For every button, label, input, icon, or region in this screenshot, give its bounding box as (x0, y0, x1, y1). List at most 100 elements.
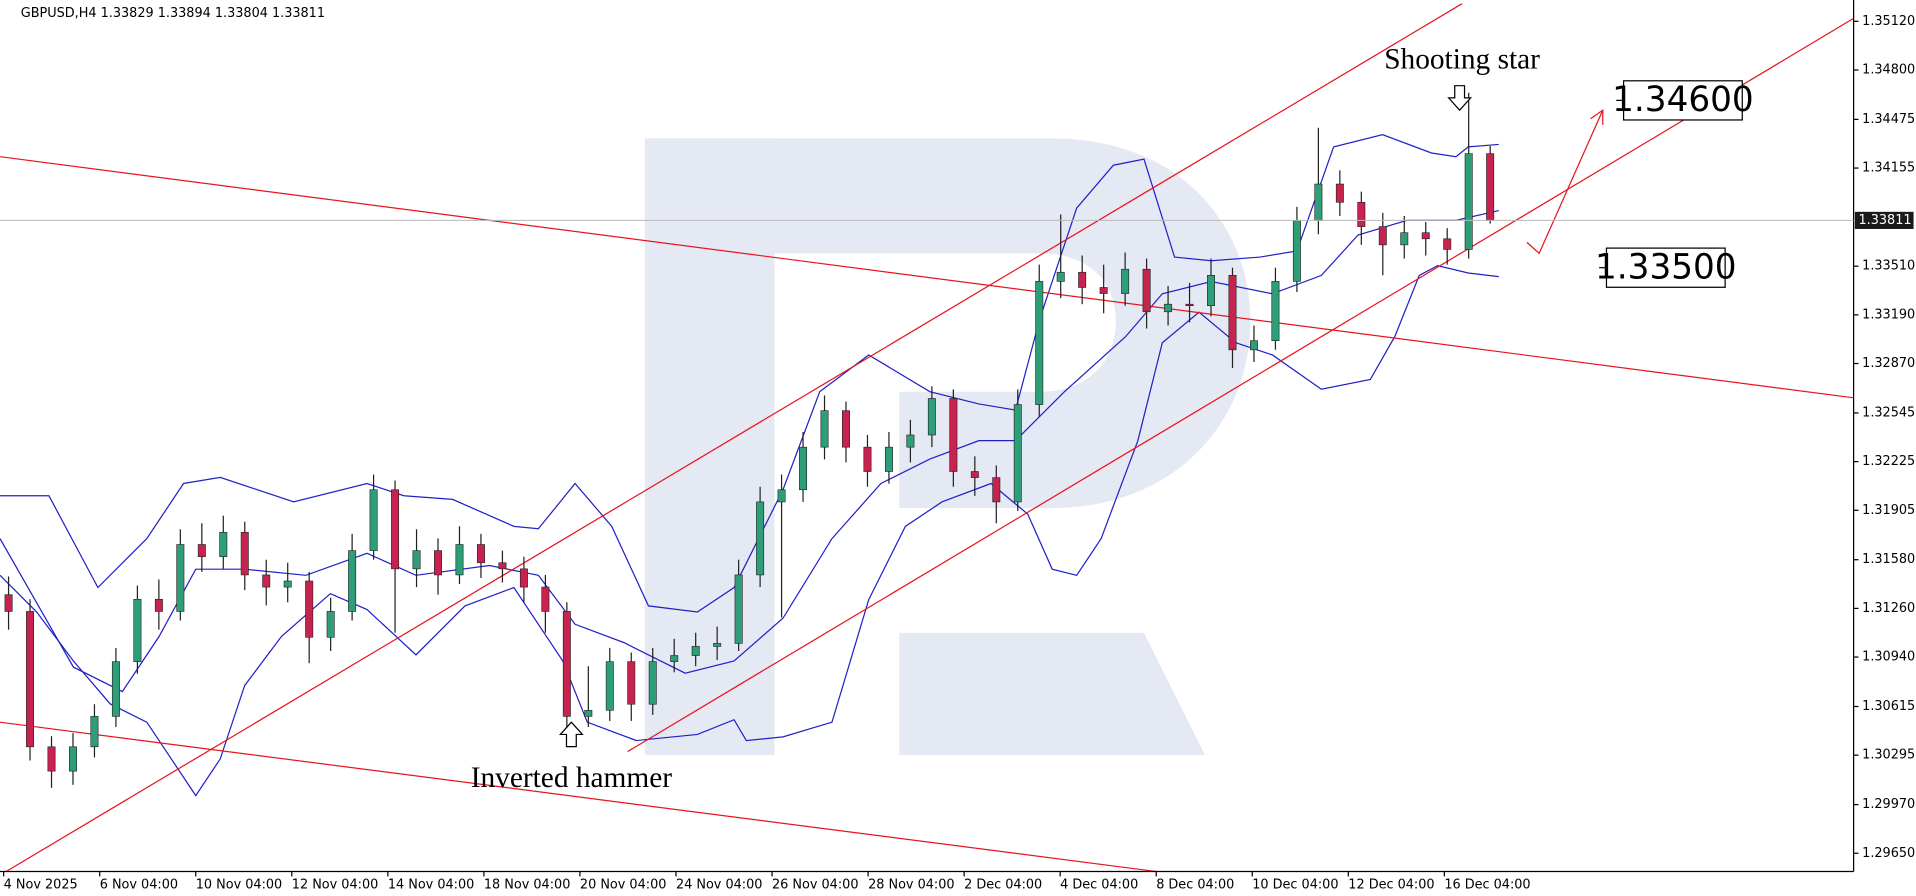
level-box (1605, 247, 1726, 288)
candle-body (863, 446, 872, 472)
y-tick-label: 1.33510 (1862, 259, 1915, 274)
y-tick-label: 1.34475 (1862, 112, 1915, 127)
y-tick-label: 1.30940 (1862, 650, 1915, 665)
y-tick-label: 1.32545 (1862, 405, 1915, 420)
candle-body (1400, 232, 1409, 246)
candle-body (434, 550, 442, 576)
candle-body (1314, 183, 1323, 221)
y-tick-label: 1.30615 (1862, 699, 1915, 714)
annotation-inverted-hammer: Inverted hammer (471, 762, 673, 794)
candle-body (176, 544, 185, 612)
x-tick-label: 24 Nov 04:00 (676, 877, 762, 892)
x-tick-label: 10 Dec 04:00 (1252, 877, 1338, 892)
candle-body (713, 643, 722, 647)
candle-body (1013, 404, 1022, 503)
candle-body (1335, 183, 1344, 203)
candle-body (605, 661, 614, 711)
axes: 1.35120 1.34800 1.34475 1.34155 1.33510 1.331… (0, 14, 1915, 892)
candle-body (842, 410, 850, 448)
candle-body (154, 598, 163, 612)
shooting-star-arrow (1447, 85, 1473, 112)
x-tick-label: 26 Nov 04:00 (772, 877, 858, 892)
candle-body (627, 661, 636, 705)
candle-body (305, 580, 314, 638)
x-tick-label: 16 Dec 04:00 (1444, 877, 1530, 892)
x-tick-label: 6 Nov 04:00 (100, 877, 178, 892)
candle-body (541, 586, 550, 612)
candle-body (906, 434, 915, 448)
x-tick-label: 10 Nov 04:00 (196, 877, 282, 892)
candle-body (240, 532, 249, 576)
y-tick-label: 1.29970 (1862, 797, 1915, 812)
candle-body (799, 446, 808, 491)
descending-upper (0, 156, 1854, 399)
x-tick-label: 12 Dec 04:00 (1348, 877, 1434, 892)
candle-body (1121, 268, 1130, 294)
candle-body (756, 501, 765, 576)
candle-body (1486, 153, 1495, 221)
watermark-stem (644, 138, 775, 756)
descending-lower (0, 721, 1157, 873)
candle-body (69, 746, 77, 772)
level-label: 1.33500 (1595, 247, 1737, 287)
candle-body (927, 398, 936, 436)
candle-body (1056, 271, 1065, 282)
candle-body (1185, 303, 1194, 307)
candle-body (777, 489, 786, 503)
candle-body (26, 611, 35, 748)
candle-body (734, 574, 743, 644)
candles (4, 92, 1495, 788)
candle-body (219, 532, 228, 557)
trend-lines (0, 3, 1854, 873)
candle-body (820, 410, 829, 448)
candle-body (648, 661, 657, 705)
x-tick-label: 2 Dec 04:00 (964, 877, 1042, 892)
level-label: 1.34600 (1612, 80, 1754, 120)
candle-body (262, 574, 271, 588)
y-tick-label: 1.31580 (1862, 552, 1915, 567)
candle-body (1421, 232, 1430, 240)
y-tick-label: 1.34800 (1862, 62, 1915, 77)
candle-body (1249, 340, 1258, 351)
candle-body (1464, 153, 1473, 250)
candle-body (111, 661, 120, 717)
inverted-hammer-arrow (558, 721, 584, 748)
candle-body (949, 398, 958, 472)
candle-body (348, 550, 357, 612)
x-tick-label: 12 Nov 04:00 (292, 877, 378, 892)
candle-body (498, 562, 507, 570)
candle-body (455, 544, 464, 576)
candle-body (47, 746, 56, 772)
y-tick-label: 1.31260 (1862, 601, 1915, 616)
candle-body (1207, 274, 1215, 307)
candle-body (1357, 201, 1366, 227)
candle-body (391, 489, 400, 570)
y-tick-label: 1.31905 (1862, 503, 1915, 518)
candle-body (412, 550, 421, 570)
y-tick-label: 1.35120 (1862, 14, 1915, 29)
y-tick-label: 1.34155 (1862, 161, 1915, 176)
x-tick-label: 8 Dec 04:00 (1156, 877, 1234, 892)
channel-upper (5, 3, 1463, 873)
candle-body (970, 471, 979, 478)
candle-body (1164, 303, 1173, 313)
forecast-arrow (1526, 109, 1604, 255)
candle-body (519, 568, 528, 588)
x-tick-label: 28 Nov 04:00 (868, 877, 954, 892)
x-tick-label: 4 Dec 04:00 (1060, 877, 1138, 892)
candle-body (1035, 281, 1044, 405)
candle-body (1142, 268, 1151, 313)
candle-body (133, 598, 142, 662)
chart-title: GBPUSD,H4 1.33829 1.33894 1.33804 1.3381… (21, 6, 325, 21)
candle-body (197, 544, 206, 557)
watermark-bowl (774, 138, 1251, 508)
watermark (644, 138, 1251, 756)
y-tick-label: 1.32225 (1862, 454, 1915, 469)
annotation-shooting-star: Shooting star (1384, 44, 1540, 76)
candle-body (1292, 220, 1301, 282)
watermark-leg (899, 632, 1206, 756)
y-tick-label: 1.32870 (1862, 356, 1915, 371)
candle-body (562, 611, 571, 717)
